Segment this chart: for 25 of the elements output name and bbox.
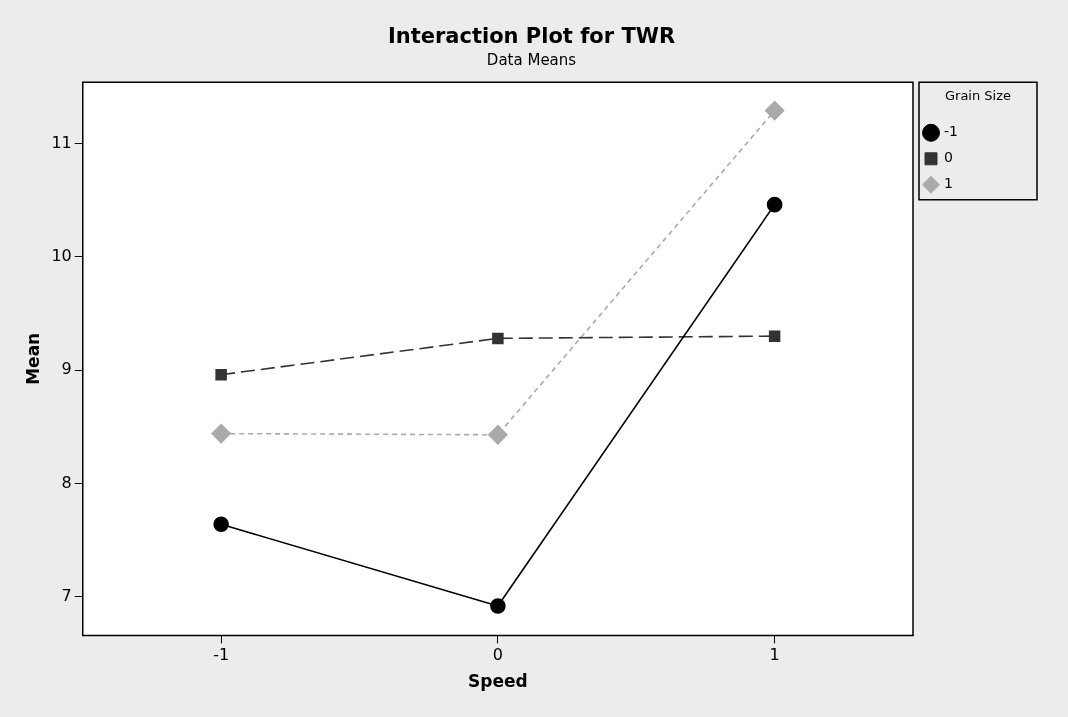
x-tick-label: 1 [769,645,780,665]
x-tick-label: -1 [213,645,230,665]
y-tick-label: 10 [51,245,72,265]
x-axis-title: Speed [468,671,528,692]
point [492,332,504,345]
x-tick-label: 0 [492,645,503,665]
y-axis-title: Mean [22,332,43,385]
point [215,368,227,381]
y-tick-label: 8 [61,472,72,492]
point [490,598,506,614]
point [211,423,231,444]
point [768,330,781,342]
legend-title: Grain Size [944,88,1012,104]
y-tick-label: 7 [61,586,72,606]
y-tick-label: 9 [61,359,72,379]
y-tick-label: 11 [51,132,72,152]
legend-label: 1 [944,175,953,192]
point [488,424,508,445]
legend-label: 0 [944,149,953,166]
point [213,516,229,533]
point [764,100,785,121]
legend-label: -1 [944,123,958,140]
chart-title: Interaction Plot for TWR [387,24,676,49]
chart-subtitle: Data Means [486,51,577,70]
point [766,196,783,213]
